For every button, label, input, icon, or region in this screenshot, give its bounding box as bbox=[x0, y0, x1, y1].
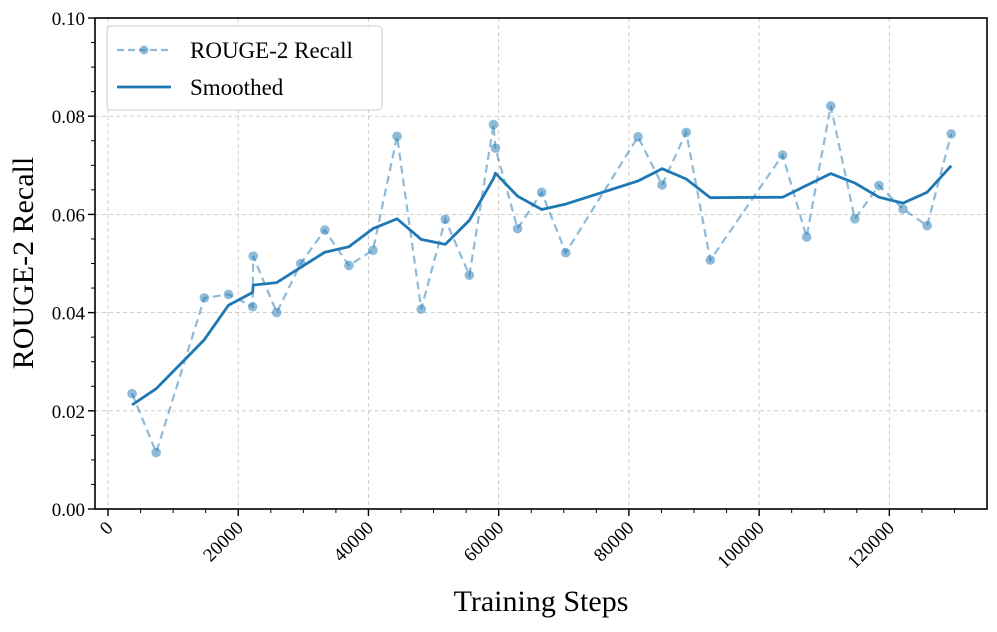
rouge2-recall-point bbox=[536, 187, 547, 198]
rouge2-recall-point bbox=[657, 180, 667, 190]
rouge2-recall-point bbox=[922, 220, 932, 231]
rouge2-recall-point bbox=[464, 270, 475, 281]
rouge2-recall-point bbox=[223, 289, 234, 300]
x-axis-title: Training Steps bbox=[454, 585, 629, 618]
rouge2-recall-point bbox=[392, 131, 402, 142]
rouge2-recall-point bbox=[416, 304, 426, 314]
y-tick-label: 0.08 bbox=[52, 107, 85, 128]
rouge2-recall-point bbox=[946, 129, 956, 139]
rouge2-recall-point bbox=[488, 119, 499, 130]
legend-label-smoothed: Smoothed bbox=[190, 75, 284, 100]
rouge2-recall-point bbox=[271, 307, 282, 318]
rouge2-recall-point bbox=[247, 301, 258, 312]
rouge2-recall-point bbox=[248, 251, 259, 261]
y-axis-title: ROUGE-2 Recall bbox=[7, 157, 40, 369]
rouge2-recall-point bbox=[199, 293, 210, 303]
y-tick-label: 0.10 bbox=[52, 9, 85, 30]
rouge2-recall-line bbox=[131, 105, 953, 456]
rouge2-recall-point bbox=[705, 255, 716, 265]
y-tick-label: 0.04 bbox=[52, 304, 86, 325]
legend-label-rouge2: ROUGE-2 Recall bbox=[190, 38, 353, 63]
rouge2-recall-point bbox=[898, 204, 908, 214]
rouge2-recall-point bbox=[512, 223, 523, 234]
rouge2-recall-point bbox=[850, 214, 860, 224]
rouge2-recall-point bbox=[560, 247, 571, 258]
rouge2-recall-point bbox=[633, 132, 643, 142]
rouge2-recall-point bbox=[151, 447, 162, 458]
rouge2-recall-point bbox=[344, 260, 354, 271]
y-tick-label: 0.02 bbox=[52, 402, 85, 423]
y-tick-label: 0.00 bbox=[52, 500, 85, 521]
legend: ROUGE-2 Recall Smoothed bbox=[106, 25, 383, 111]
smoothed-line bbox=[131, 164, 953, 407]
rouge2-recall-point bbox=[368, 245, 378, 256]
rouge2-recall-point bbox=[440, 214, 451, 225]
legend-marker bbox=[139, 45, 149, 55]
rouge2-recall-point bbox=[777, 150, 788, 160]
rouge2-recall-point bbox=[320, 225, 330, 235]
rouge2-recall-point bbox=[681, 127, 691, 138]
rouge2-recall-point bbox=[490, 143, 501, 153]
rouge2-recall-point bbox=[825, 101, 836, 111]
rouge2-recall-point bbox=[874, 180, 884, 191]
legend-box bbox=[106, 25, 383, 111]
y-tick-label: 0.06 bbox=[52, 205, 85, 226]
series-layer bbox=[127, 101, 956, 458]
rouge2-recall-point bbox=[801, 232, 812, 242]
rouge2-recall-point bbox=[127, 388, 137, 399]
